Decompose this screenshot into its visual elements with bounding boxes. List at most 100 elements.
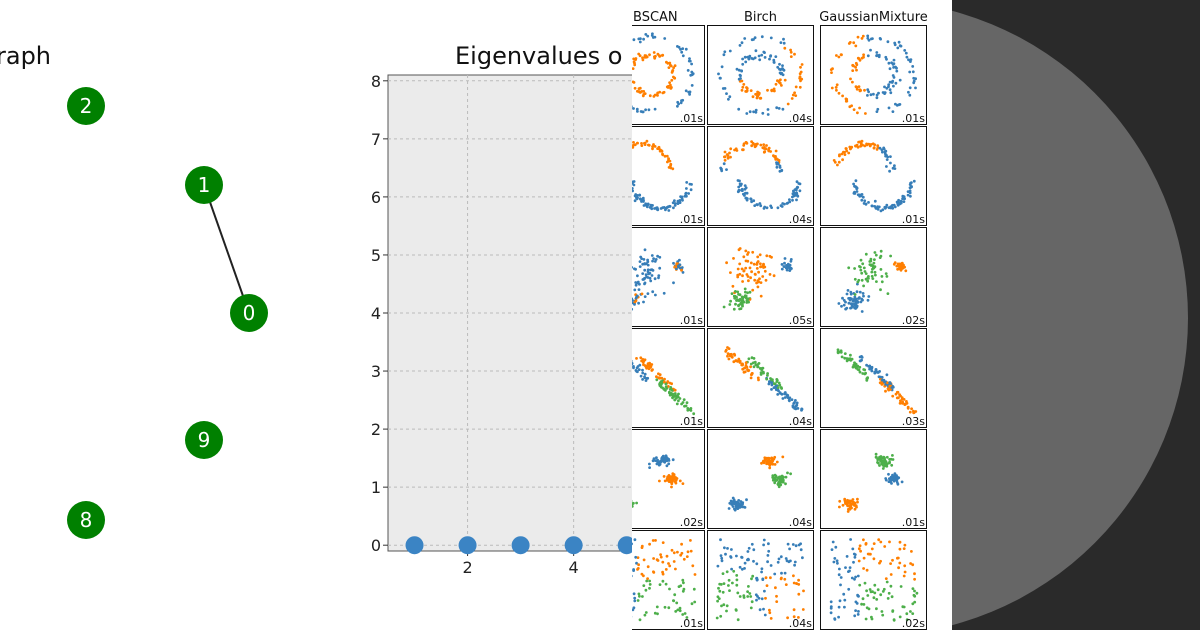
sample-point: [868, 367, 871, 371]
sample-point: [868, 588, 872, 591]
sample-point: [681, 589, 685, 593]
sample-point: [870, 369, 874, 373]
sample-point: [891, 110, 895, 113]
sample-point: [648, 361, 651, 365]
sample-point: [638, 594, 641, 598]
sample-point: [757, 280, 760, 284]
sample-point: [685, 194, 688, 198]
cluster-plot: [632, 227, 705, 327]
sample-point: [845, 555, 849, 558]
sample-point: [756, 142, 759, 146]
sample-point: [902, 195, 906, 198]
sample-point: [762, 538, 766, 542]
sample-point: [889, 91, 893, 95]
sample-point: [911, 612, 915, 615]
sample-point: [836, 348, 840, 352]
sample-point: [681, 98, 685, 102]
sample-point: [745, 198, 749, 202]
column-title: BSCAN: [633, 10, 678, 25]
sample-point: [677, 199, 681, 203]
sample-point: [677, 45, 681, 49]
sample-point: [881, 613, 885, 617]
sample-point: [853, 507, 857, 511]
sample-point: [896, 482, 900, 486]
sample-point: [889, 161, 892, 165]
sample-point: [643, 268, 647, 272]
sample-point: [884, 577, 888, 580]
sample-point: [764, 596, 767, 600]
sample-point: [853, 267, 856, 270]
sample-point: [638, 260, 642, 263]
sample-point: [874, 253, 878, 257]
sample-point: [800, 63, 804, 66]
time-label: .01s: [680, 314, 703, 327]
sample-point: [893, 164, 896, 168]
sample-point: [880, 383, 884, 386]
sample-point: [728, 303, 732, 306]
sample-point: [743, 55, 747, 59]
sample-point: [693, 600, 697, 604]
sample-point: [645, 139, 649, 143]
sample-point: [913, 572, 916, 576]
sample-point: [773, 481, 777, 485]
sample-point: [679, 553, 683, 557]
sample-point: [758, 277, 761, 281]
sample-point: [836, 561, 839, 565]
sample-point: [738, 565, 742, 569]
sample-point: [641, 368, 644, 372]
sample-point: [652, 557, 655, 560]
sample-point: [781, 107, 785, 111]
sample-point: [642, 584, 646, 587]
sample-point: [764, 278, 768, 282]
sample-point: [765, 460, 768, 464]
sample-point: [750, 200, 753, 204]
sample-point: [638, 40, 642, 44]
sample-point: [914, 77, 917, 81]
dark-panel: [952, 0, 1200, 630]
sample-point: [741, 280, 744, 283]
sample-point: [642, 359, 646, 363]
sample-point: [761, 460, 765, 463]
sample-point: [726, 547, 729, 550]
sample-point: [739, 301, 743, 305]
sample-point: [858, 370, 862, 374]
sample-point: [882, 587, 886, 591]
sample-point: [750, 542, 754, 546]
sample-point: [688, 59, 692, 63]
time-label: .01s: [902, 112, 925, 125]
sample-point: [883, 91, 887, 94]
sample-point: [838, 154, 841, 158]
sample-point: [648, 271, 652, 275]
sample-point: [900, 261, 904, 265]
sample-point: [876, 461, 879, 464]
sample-point: [786, 394, 789, 398]
sample-point: [851, 365, 855, 369]
sample-point: [662, 387, 666, 391]
sample-point: [906, 190, 910, 193]
sample-point: [742, 255, 746, 259]
sample-point: [732, 498, 736, 502]
sample-point: [848, 566, 852, 569]
sample-point: [744, 361, 748, 365]
sample-point: [859, 359, 862, 363]
sample-point: [891, 454, 894, 457]
sample-point: [658, 479, 661, 483]
sample-point: [849, 302, 853, 306]
sample-point: [719, 538, 722, 542]
sample-point: [880, 610, 884, 613]
sample-point: [791, 195, 794, 199]
sample-point: [686, 550, 690, 554]
sample-point: [855, 505, 858, 509]
sample-point: [852, 108, 856, 111]
sample-point: [632, 141, 635, 144]
sample-point: [895, 264, 899, 268]
sample-point: [853, 577, 856, 581]
sample-point: [670, 86, 673, 89]
sample-point: [752, 357, 756, 360]
sample-point: [737, 107, 741, 111]
sample-point: [862, 294, 865, 298]
sample-point: [744, 249, 748, 253]
y-tick-label: 0: [371, 536, 381, 555]
sample-point: [769, 36, 773, 40]
sample-point: [778, 383, 782, 387]
